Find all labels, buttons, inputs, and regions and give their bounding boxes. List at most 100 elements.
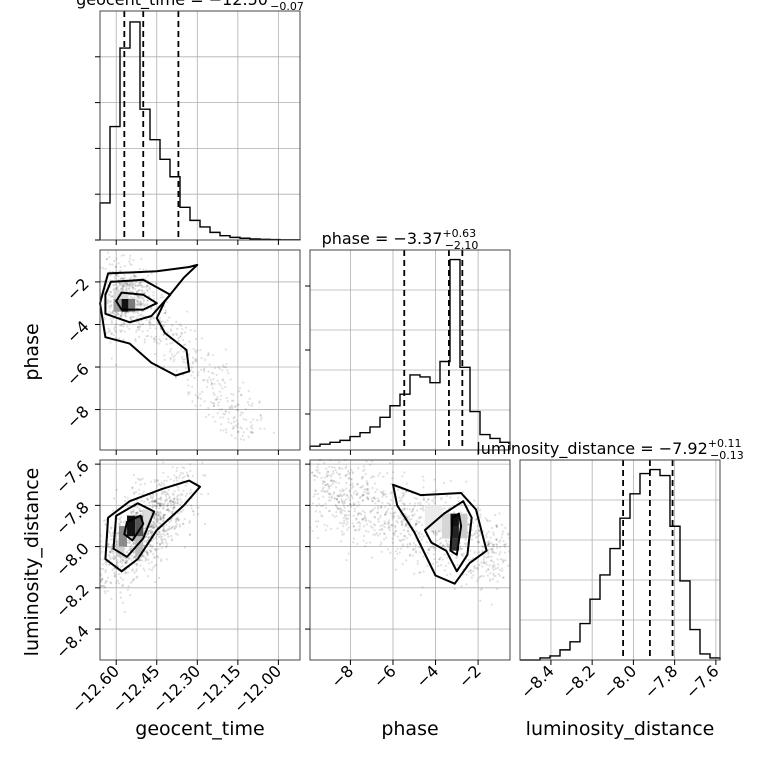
sample-point xyxy=(380,505,383,508)
sample-point xyxy=(145,541,148,544)
sample-point xyxy=(317,468,320,471)
sample-point xyxy=(245,427,249,430)
sample-point xyxy=(174,500,177,503)
sample-point xyxy=(199,348,202,352)
sample-point xyxy=(483,561,486,565)
sample-point xyxy=(114,556,117,560)
sample-point xyxy=(148,319,151,323)
sample-point xyxy=(156,501,159,505)
panel-frame xyxy=(99,10,301,241)
sample-point xyxy=(170,353,173,356)
sample-point xyxy=(124,561,127,564)
sample-point xyxy=(258,401,261,404)
histogram-luminosity_distance xyxy=(520,468,721,661)
sample-point xyxy=(432,553,435,556)
sample-point xyxy=(101,280,104,283)
sample-point xyxy=(214,398,217,401)
sample-point xyxy=(190,366,193,369)
sample-point xyxy=(388,526,391,529)
sample-point xyxy=(139,314,142,317)
sample-point xyxy=(367,497,370,500)
sample-point xyxy=(152,517,156,520)
sample-point xyxy=(143,500,146,503)
sample-point xyxy=(404,514,408,517)
sample-point xyxy=(137,283,140,286)
sample-point xyxy=(315,525,318,528)
sample-point xyxy=(389,512,392,515)
sample-point xyxy=(151,526,154,529)
sample-point xyxy=(352,525,355,528)
sample-point xyxy=(186,473,189,477)
sample-point xyxy=(504,542,507,546)
sample-point xyxy=(407,515,410,518)
sample-point xyxy=(156,519,159,522)
sample-point xyxy=(392,512,395,515)
sample-point xyxy=(504,558,507,562)
sample-point xyxy=(331,513,334,517)
sample-point xyxy=(189,533,192,537)
sample-point xyxy=(117,313,120,316)
sample-point xyxy=(241,411,245,414)
sample-point xyxy=(145,302,148,306)
sample-point xyxy=(413,572,416,575)
sample-point xyxy=(136,291,139,294)
sample-point xyxy=(467,522,470,526)
sample-point xyxy=(432,546,435,549)
sample-point xyxy=(187,353,191,356)
sample-point xyxy=(341,488,344,491)
sample-point xyxy=(378,499,381,503)
sample-point xyxy=(154,548,157,551)
sample-point xyxy=(335,498,339,501)
sample-point xyxy=(139,325,142,328)
ylabel-phase: phase xyxy=(21,323,43,380)
sample-point xyxy=(106,545,109,548)
sample-point xyxy=(408,554,411,557)
density-cell xyxy=(113,298,122,312)
sample-point xyxy=(111,295,114,298)
sample-point xyxy=(459,546,462,549)
sample-point xyxy=(479,599,482,602)
sample-point xyxy=(369,476,373,479)
sample-point xyxy=(395,520,398,523)
sample-point xyxy=(158,497,161,500)
sample-point xyxy=(138,558,141,562)
sample-point xyxy=(365,523,368,526)
sample-point xyxy=(397,488,400,491)
sample-point xyxy=(146,497,149,500)
sample-point xyxy=(172,507,175,511)
sample-point xyxy=(219,429,222,432)
sample-point xyxy=(166,542,169,545)
sample-point xyxy=(372,496,376,499)
sample-point xyxy=(108,270,112,273)
sample-point xyxy=(113,575,117,578)
sample-point xyxy=(120,287,123,290)
sample-point xyxy=(337,500,340,504)
sample-point xyxy=(371,460,374,463)
sample-point xyxy=(158,338,161,341)
sample-point xyxy=(320,476,323,479)
sample-point xyxy=(121,585,124,588)
sample-point xyxy=(222,416,225,419)
sample-point xyxy=(140,313,143,316)
sample-point xyxy=(360,513,363,516)
sample-point xyxy=(162,527,166,530)
sample-point xyxy=(433,532,436,536)
sample-point xyxy=(212,392,215,395)
sample-point xyxy=(249,426,252,429)
sample-point xyxy=(367,492,371,495)
sample-point xyxy=(160,293,163,297)
sample-point xyxy=(130,510,133,513)
sample-point xyxy=(359,486,362,489)
sample-point xyxy=(411,507,415,510)
sample-point xyxy=(363,511,366,514)
y-tick-label: −8.0 xyxy=(52,539,93,580)
sample-point xyxy=(341,467,344,470)
sample-point xyxy=(192,356,195,359)
sample-point xyxy=(167,508,170,512)
sample-point xyxy=(144,277,147,280)
sample-point xyxy=(348,499,351,502)
sample-point xyxy=(443,553,446,556)
sample-point xyxy=(477,506,480,510)
sample-point xyxy=(127,287,131,291)
sample-point xyxy=(498,512,501,515)
